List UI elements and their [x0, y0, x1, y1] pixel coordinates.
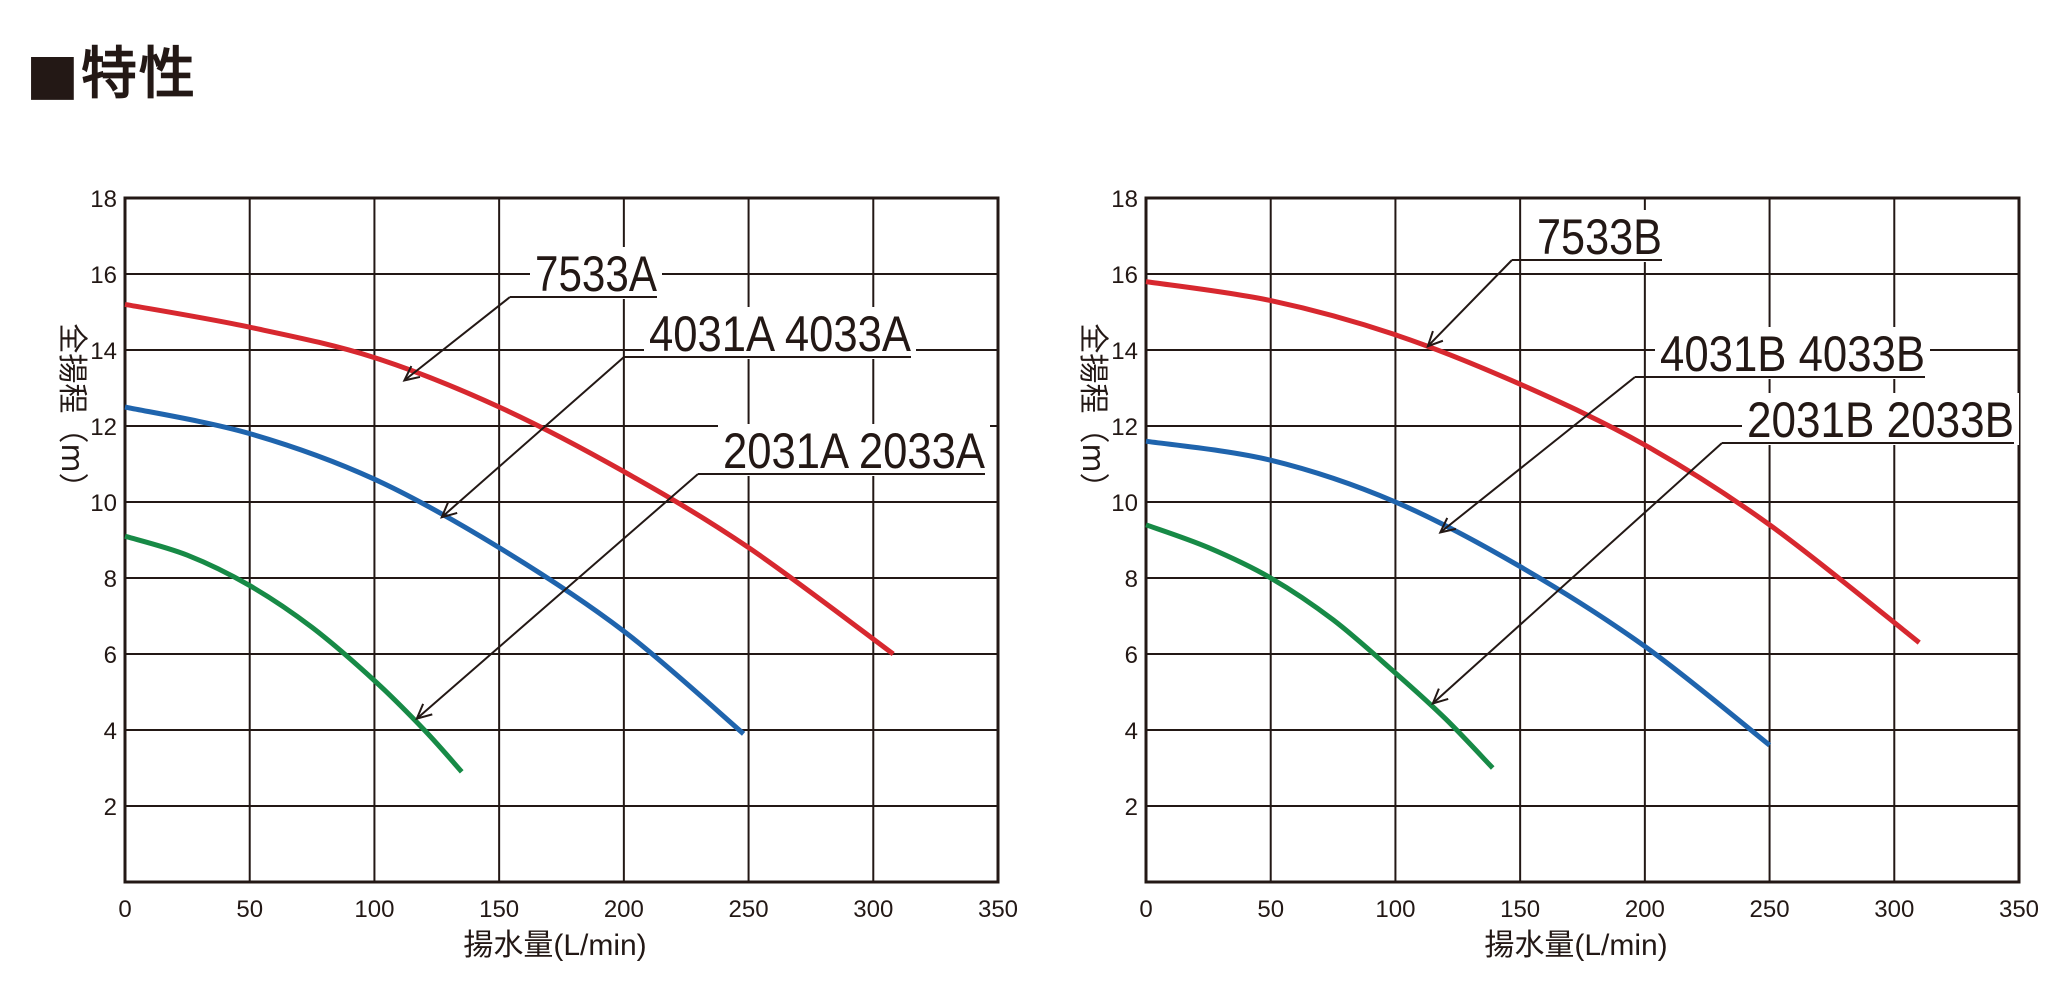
y-axis-label: 全揚程（m） [1075, 323, 1110, 502]
x-tick-label: 50 [236, 896, 263, 923]
y-tick-label: 2 [1125, 794, 1138, 821]
x-tick-label: 0 [1139, 896, 1152, 923]
x-tick-label: 150 [479, 896, 519, 923]
x-tick-label: 200 [1625, 896, 1665, 923]
annotation-label: 4031A 4033A [649, 306, 912, 362]
annotation-label: 2031A 2033A [723, 423, 986, 479]
annotation-leader [1432, 442, 1723, 705]
y-tick-label: 14 [90, 338, 117, 365]
x-tick-label: 200 [604, 896, 644, 923]
annotation-7533B: 7533B [1426, 209, 1667, 348]
annotation-leader [1427, 259, 1513, 347]
annotation-2031B-2033B: 2031B 2033B [1431, 392, 2019, 705]
annotation-arrowhead [1438, 517, 1457, 534]
y-tick-label: 2 [104, 794, 117, 821]
annotation-bg [1532, 210, 1667, 262]
x-tick-label: 250 [729, 896, 769, 923]
y-axis-label: 全揚程（m） [54, 323, 89, 502]
series-line-4031B-4033B [1145, 438, 1772, 748]
annotation-arrowhead [402, 365, 421, 382]
x-tick-label: 0 [118, 896, 131, 923]
annotation-label: 2031B 2033B [1747, 392, 2014, 448]
annotation-leader [1439, 376, 1636, 534]
annotation-label: 7533B [1537, 209, 1662, 265]
annotation-4031B-4033B: 4031B 4033B [1438, 326, 1930, 534]
x-tick-label: 250 [1750, 896, 1790, 923]
annotation-bg [644, 307, 916, 359]
y-tick-label: 10 [1111, 490, 1138, 517]
series-line-4031A-4033A [124, 404, 746, 736]
chart-2: 0 50 100 150 200 250 300 350 2 4 6 8 10 12 14 16 18 揚水量(L… [1075, 186, 2039, 962]
annotation-arrowhead [1431, 688, 1449, 705]
y-tick-label: 18 [90, 186, 117, 213]
x-tick-label: 100 [354, 896, 394, 923]
plot-frame [123, 196, 1000, 884]
x-tick-label: 50 [1257, 896, 1284, 923]
x-tick-label: 350 [978, 896, 1018, 923]
y-tick-label: 12 [90, 414, 117, 441]
series-line-7533B [1145, 279, 1921, 645]
series-line-2031A-2033A [124, 533, 464, 774]
annotation-label: 4031B 4033B [1660, 326, 1925, 382]
y-tick-label: 18 [1111, 186, 1138, 213]
page-title: ■特性 [26, 42, 197, 107]
x-axis-label: 揚水量(L/min) [463, 929, 646, 962]
y-tick-label: 14 [1111, 338, 1138, 365]
series-line-7533A [124, 301, 895, 657]
annotation-bg [1742, 393, 2019, 445]
y-tick-label: 8 [1125, 566, 1138, 593]
x-axis-label: 揚水量(L/min) [1484, 929, 1667, 962]
plot-frame [1144, 196, 2021, 884]
annotation-arrowhead [1426, 330, 1444, 348]
annotation-arrowhead [440, 502, 458, 519]
y-tick-label: 6 [1125, 642, 1138, 669]
annotation-leader [403, 296, 511, 382]
annotation-leader [416, 473, 699, 720]
x-tick-label: 350 [1999, 896, 2039, 923]
y-tick-label: 4 [104, 718, 117, 745]
y-tick-label: 16 [1111, 262, 1138, 289]
y-tick-label: 10 [90, 490, 117, 517]
y-tick-label: 6 [104, 642, 117, 669]
x-tick-label: 150 [1500, 896, 1540, 923]
annotation-7533A: 7533A [402, 246, 662, 382]
y-tick-label: 8 [104, 566, 117, 593]
annotation-bg [718, 424, 990, 476]
chart-1: 0 50 100 150 200 250 300 350 2 4 6 8 10 12 14 16 18 揚水量(L… [54, 186, 1018, 962]
y-tick-label: 12 [1111, 414, 1138, 441]
x-tick-label: 300 [1874, 896, 1914, 923]
annotation-bg [530, 247, 662, 299]
y-tick-label: 16 [90, 262, 117, 289]
series-line-2031B-2033B [1145, 522, 1495, 770]
annotation-bg [1655, 327, 1930, 379]
annotation-2031A-2033A: 2031A 2033A [415, 423, 990, 721]
annotation-4031A-4033A: 4031A 4033A [440, 306, 916, 519]
annotation-arrowhead [415, 703, 433, 721]
annotation-leader [441, 356, 625, 518]
x-tick-label: 100 [1375, 896, 1415, 923]
x-tick-label: 300 [853, 896, 893, 923]
y-tick-label: 4 [1125, 718, 1138, 745]
annotation-label: 7533A [535, 246, 658, 302]
